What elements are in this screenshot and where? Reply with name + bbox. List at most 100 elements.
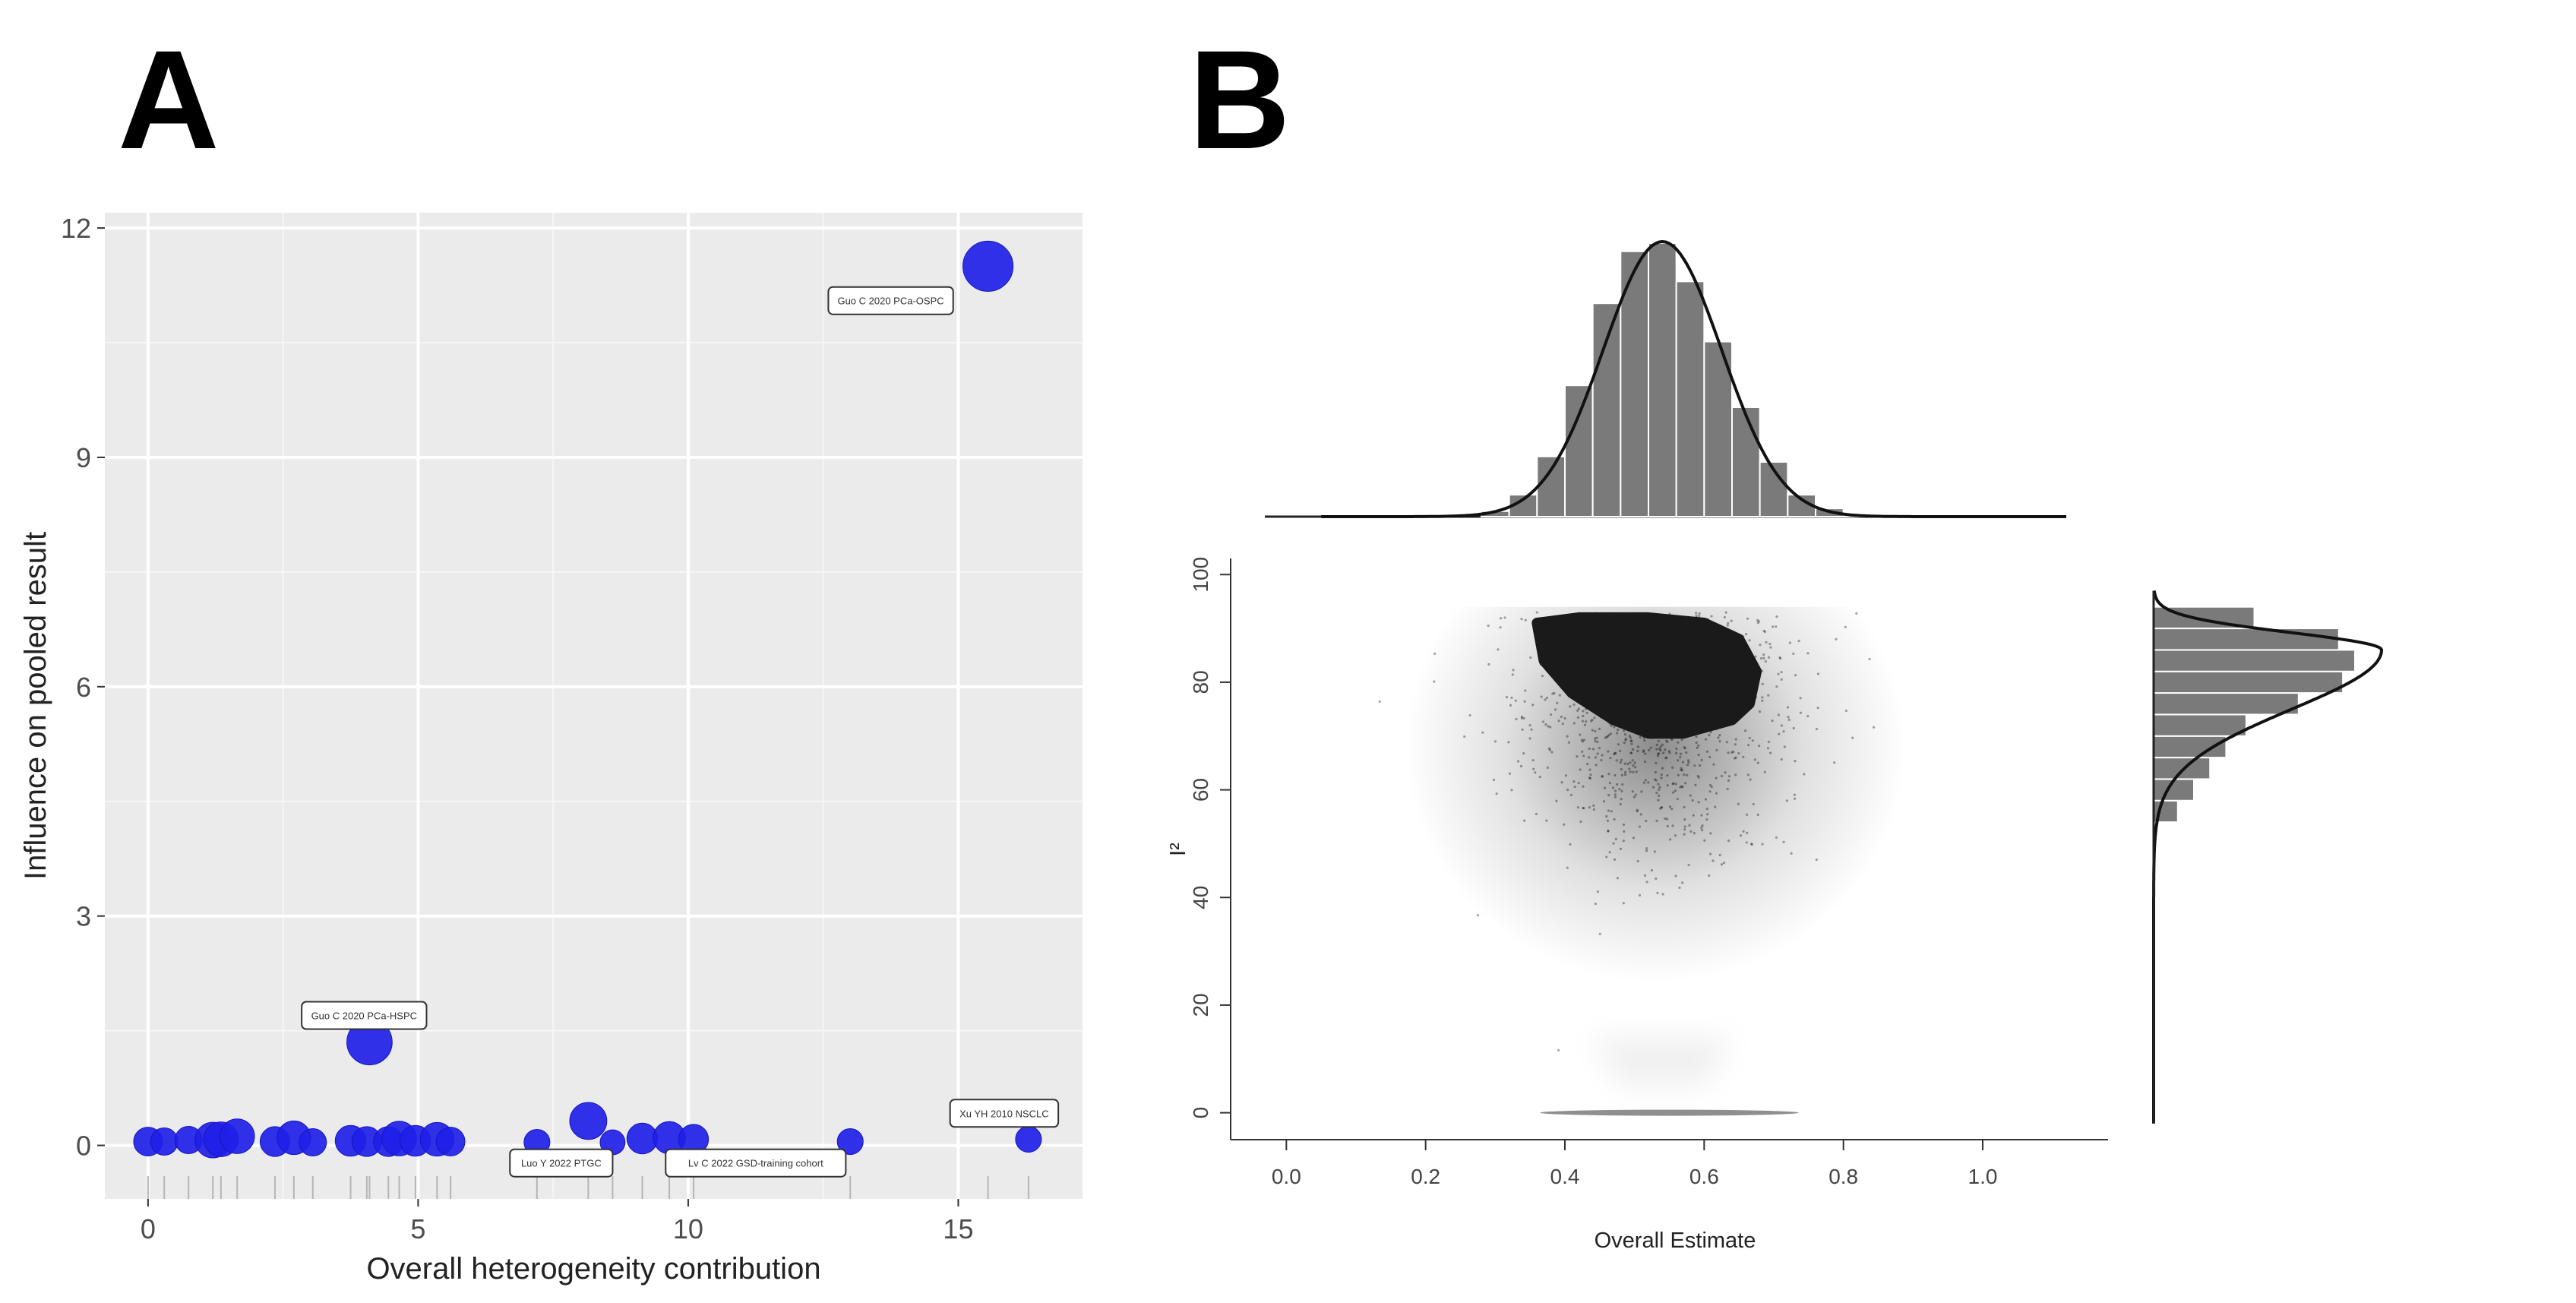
density-speckle: [1619, 749, 1622, 752]
density-speckle: [1661, 767, 1664, 770]
density-speckle: [1512, 669, 1515, 672]
density-speckle: [1767, 694, 1770, 697]
density-speckle: [1622, 902, 1625, 905]
density-speckle: [1691, 799, 1694, 802]
density-speckle: [1764, 659, 1768, 663]
density-speckle: [1433, 680, 1436, 683]
x-axis-title: Overall heterogeneity contribution: [366, 1252, 820, 1286]
density-speckle: [1793, 793, 1796, 796]
density-speckle: [1555, 799, 1558, 802]
density-speckle: [1560, 715, 1563, 719]
density-speckle: [1620, 768, 1623, 771]
density-speckle: [1636, 808, 1639, 811]
density-speckle: [1674, 783, 1677, 786]
density-speckle: [1777, 672, 1780, 675]
density-speckle: [1523, 819, 1526, 822]
density-speckle: [1551, 692, 1554, 695]
density-speckle: [1734, 743, 1737, 746]
density-speckle: [1701, 828, 1704, 832]
density-speckle: [1756, 813, 1759, 816]
density-speckle: [1588, 776, 1592, 780]
density-speckle: [1564, 774, 1567, 777]
density-speckle: [1748, 736, 1751, 740]
density-speckle: [1560, 781, 1563, 784]
density-speckle: [1683, 746, 1686, 749]
density-speckle: [1768, 751, 1772, 754]
density-speckle: [1582, 785, 1585, 788]
density-speckle: [1582, 738, 1586, 742]
density-speckle: [1720, 774, 1724, 778]
density-speckle: [1632, 764, 1635, 767]
density-speckle: [1561, 723, 1564, 726]
density-speckle: [1761, 682, 1764, 685]
density-speckle: [1521, 728, 1524, 731]
density-speckle: [1493, 740, 1497, 743]
density-speckle: [1671, 783, 1674, 786]
density-speckle: [1586, 763, 1589, 766]
y-tick-label: 40: [1189, 886, 1212, 909]
density-speckle: [1623, 729, 1626, 732]
density-speckle: [1688, 824, 1691, 827]
density-speckle: [1677, 773, 1680, 776]
density-speckle: [1806, 714, 1810, 718]
density-speckle: [1636, 809, 1639, 813]
density-speckle: [1762, 653, 1765, 656]
density-speckle: [1528, 737, 1531, 740]
density-speckle: [1668, 751, 1671, 754]
density-speckle: [1651, 786, 1655, 789]
x-tick-label: 5: [410, 1213, 425, 1244]
density-speckle: [1579, 820, 1582, 824]
density-speckle: [1717, 736, 1720, 739]
density-speckle: [1642, 750, 1645, 753]
density-speckle: [1794, 674, 1797, 677]
density-speckle: [1671, 791, 1675, 794]
right-marginal-bar: [2153, 757, 2211, 780]
density-speckle: [1756, 621, 1759, 625]
density-speckle: [1613, 858, 1617, 861]
density-speckle: [1675, 747, 1678, 751]
x-tick-label: 0.6: [1689, 1165, 1719, 1188]
density-speckle: [1782, 840, 1785, 843]
density-speckle: [1636, 859, 1639, 863]
density-speckle: [1588, 806, 1591, 809]
density-speckle: [1757, 745, 1761, 748]
density-speckle: [1703, 839, 1706, 842]
density-speckle: [1782, 730, 1785, 733]
density-speckle: [1566, 866, 1569, 869]
density-speckle: [1660, 773, 1663, 776]
density-speckle: [1610, 724, 1613, 727]
density-speckle: [1638, 893, 1642, 897]
y-axis-title: Influence on pooled result: [19, 532, 52, 880]
density-speckle: [1605, 735, 1608, 738]
density-speckle: [1659, 807, 1662, 810]
density-speckle: [1698, 615, 1701, 618]
data-point: [569, 1102, 608, 1140]
density-speckle: [1658, 752, 1661, 755]
density-speckle: [1734, 756, 1737, 759]
density-speckle: [1693, 764, 1696, 767]
density-speckle: [1658, 794, 1661, 797]
density-speckle: [1633, 795, 1636, 799]
density-speckle: [1778, 732, 1781, 735]
top-marginal-bar: [1675, 280, 1705, 517]
density-speckle: [1710, 615, 1713, 618]
density-speckle: [1752, 802, 1755, 806]
density-speckle: [1656, 754, 1660, 757]
density-speckle: [1629, 770, 1632, 773]
density-speckle: [1520, 618, 1523, 621]
density-speckle: [1581, 719, 1585, 723]
density-speckle: [1666, 824, 1669, 827]
density-speckle: [1753, 758, 1756, 761]
density-speckle: [1593, 716, 1596, 719]
density-speckle: [1638, 825, 1642, 828]
density-speckle: [1667, 750, 1670, 753]
density-speckle: [1594, 729, 1597, 733]
density-speckle: [1746, 617, 1749, 620]
density-speckle: [1556, 701, 1559, 704]
density-speckle: [1655, 743, 1658, 746]
density-speckle: [1851, 736, 1854, 739]
density-speckle: [1693, 832, 1696, 835]
density-speckle: [1614, 751, 1617, 755]
point-annotation: Luo Y 2022 PTGC: [509, 1148, 614, 1178]
density-speckle: [1708, 852, 1712, 855]
